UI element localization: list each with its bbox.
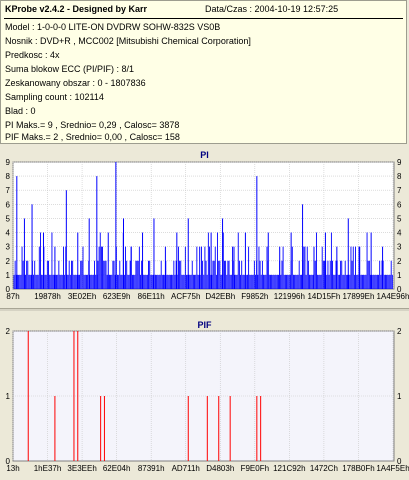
app-title: KProbe v2.4.2 - Designed by Karr [5, 4, 148, 14]
info-line-pif-summary: PIF Maks.= 2 , Srednio= 0,00 , Calosc= 1… [5, 132, 180, 142]
header-divider [4, 18, 403, 19]
x-tick-label: 13h [6, 464, 19, 473]
bar-series [27, 331, 262, 461]
y-tick-label-right: 1 [397, 392, 402, 401]
x-tick-label: 19878h [34, 292, 61, 301]
y-tick-label-right: 8 [397, 172, 402, 181]
x-tick-label: 1472Ch [310, 464, 338, 473]
y-tick-label-left: 7 [6, 186, 11, 195]
info-line-scanned: Zeskanowany obszar : 0 - 1807836 [5, 78, 146, 88]
x-tick-label: 1A4F5Eh [376, 464, 409, 473]
info-panel: KProbe v2.4.2 - Designed by Karr Data/Cz… [0, 0, 407, 144]
info-line-speed: Predkosc : 4x [5, 50, 60, 60]
y-tick-label-left: 0 [6, 285, 11, 294]
pi-noise-bars [13, 232, 393, 289]
y-tick-label-left: 8 [6, 172, 11, 181]
y-tick-label-right: 0 [397, 457, 402, 466]
pi-chart-panel: PI 0 0 1 1 2 2 3 3 4 4 5 5 6 6 7 7 8 8 9 9 87h 19878h 3E02Eh 62… [0, 146, 409, 306]
y-tick-label-left: 1 [6, 271, 11, 280]
pif-chart-title: PIF [197, 320, 212, 330]
info-line-sampling: Sampling count : 102114 [5, 92, 104, 102]
info-header: KProbe v2.4.2 - Designed by Karr Data/Cz… [5, 4, 405, 16]
y-tick-label-right: 4 [397, 229, 402, 238]
y-tick-label-left: 2 [6, 257, 11, 266]
pif-chart: 0 0 1 1 2 2 13h 1hE37h 3E3EEh 62E04h 87391h AD711h D… [6, 327, 409, 473]
y-tick-label-right: 1 [397, 271, 402, 280]
x-tick-label: 87h [6, 292, 19, 301]
y-tick-label-right: 5 [397, 214, 402, 223]
x-tick-label: 62E04h [103, 464, 131, 473]
date-label: Data/Czas : 2004-10-19 12:57:25 [205, 4, 339, 14]
x-tick-label: D42EBh [205, 292, 235, 301]
y-tick-label-right: 2 [397, 257, 402, 266]
y-tick-label-right: 6 [397, 200, 402, 209]
info-line-pi-summary: PI Maks.= 9 , Srednio= 0,29 , Calosc= 38… [5, 120, 180, 130]
chart-separator [0, 308, 409, 311]
y-tick-label-left: 1 [6, 392, 11, 401]
x-tick-label: 14D15Fh [307, 292, 340, 301]
x-tick-label: AD711h [172, 464, 200, 473]
info-line-ecc: Suma blokow ECC (PI/PIF) : 8/1 [5, 64, 135, 74]
x-tick-label: 121996h [274, 292, 305, 301]
y-tick-label-left: 6 [6, 200, 11, 209]
x-tick-label: D4803h [206, 464, 234, 473]
pi-chart-title: PI [200, 150, 209, 160]
y-tick-label-right: 9 [397, 158, 402, 167]
y-tick-label-right: 0 [397, 285, 402, 294]
info-line-media: Nosnik : DVD+R , MCC002 [Mitsubishi Chem… [5, 36, 251, 46]
x-tick-label: 86E11h [138, 292, 165, 301]
pi-chart: 0 0 1 1 2 2 3 3 4 4 5 5 6 6 7 7 8 8 9 9 87h 19878h 3E02Eh 623E9… [6, 158, 409, 301]
x-tick-label: 1A4E96h [377, 292, 409, 301]
x-tick-label: 121C92h [273, 464, 305, 473]
x-tick-label: 3E02Eh [68, 292, 96, 301]
x-tick-label: F9E0Fh [241, 464, 269, 473]
x-tick-label: 87391h [138, 464, 165, 473]
pif-chart-panel: PIF 0 0 1 1 2 2 13h 1hE37h 3E3EEh 62E04h 87391h AD7… [0, 312, 409, 480]
y-tick-label-left: 9 [6, 158, 11, 167]
y-tick-label-left: 4 [6, 229, 11, 238]
y-tick-label-left: 2 [6, 327, 11, 336]
y-tick-label-right: 3 [397, 243, 402, 252]
y-tick-label-right: 7 [397, 186, 402, 195]
x-tick-label: 178B0Fh [342, 464, 374, 473]
x-tick-label: 623E9h [103, 292, 131, 301]
x-tick-label: 17899Eh [342, 292, 374, 301]
x-tick-label: 3E3EEh [67, 464, 96, 473]
y-tick-label-left: 5 [6, 214, 11, 223]
y-tick-label-right: 2 [397, 327, 402, 336]
x-tick-label: F9852h [241, 292, 268, 301]
y-tick-label-left: 0 [6, 457, 11, 466]
x-tick-label: ACF75h [171, 292, 200, 301]
info-line-model: Model : 1-0-0-0 LITE-ON DVDRW SOHW-832S … [5, 22, 221, 32]
y-tick-label-left: 3 [6, 243, 11, 252]
x-tick-label: 1hE37h [34, 464, 62, 473]
info-line-error: Blad : 0 [5, 106, 36, 116]
